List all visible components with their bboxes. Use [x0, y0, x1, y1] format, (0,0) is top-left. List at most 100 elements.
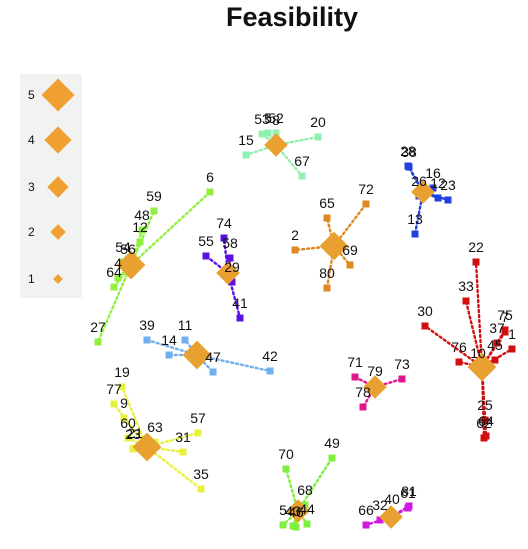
data-point-1 — [508, 345, 516, 353]
point-label-66: 66 — [358, 502, 374, 518]
data-point-13 — [411, 230, 419, 238]
point-label-29: 29 — [224, 259, 240, 275]
point-label-25: 25 — [477, 397, 493, 413]
point-label-12: 12 — [430, 175, 446, 191]
legend-label-3: 3 — [28, 180, 35, 194]
data-point-47 — [209, 368, 217, 376]
point-label-2: 2 — [291, 227, 299, 243]
point-label-23: 23 — [125, 426, 141, 442]
connector-line — [474, 260, 484, 369]
data-point-37 — [493, 339, 501, 347]
point-label-40: 40 — [384, 491, 400, 507]
point-label-12: 12 — [132, 219, 148, 235]
data-point-53 — [258, 130, 266, 138]
data-point-78 — [359, 403, 367, 411]
data-point-55 — [202, 252, 210, 260]
point-label-81: 81 — [401, 483, 417, 499]
centroid-marker — [132, 432, 162, 462]
point-label-42: 42 — [262, 348, 278, 364]
data-point-66 — [362, 521, 370, 529]
point-label-11: 11 — [178, 317, 193, 333]
legend-marker-3 — [47, 176, 69, 198]
point-label-46: 46 — [288, 504, 304, 520]
cluster-3: 65 72 2 69 80 — [291, 181, 374, 292]
point-label-28: 28 — [400, 143, 416, 159]
point-label-30: 30 — [417, 303, 433, 319]
point-label-62: 62 — [476, 415, 492, 431]
connector-line — [423, 324, 484, 369]
point-label-70: 70 — [278, 446, 294, 462]
point-label-9: 9 — [120, 395, 128, 411]
point-label-61: 61 — [400, 485, 416, 501]
point-label-63: 63 — [147, 419, 163, 435]
data-point-60 — [124, 434, 132, 442]
legend-label-1: 1 — [28, 272, 35, 286]
data-point-5 — [264, 129, 272, 137]
point-label-22: 22 — [468, 239, 484, 255]
point-label-54: 54 — [115, 239, 131, 255]
point-label-8: 8 — [272, 112, 280, 128]
legend-label-4: 4 — [28, 133, 35, 147]
data-point-2 — [291, 246, 299, 254]
legend-marker-4 — [44, 126, 72, 154]
point-label-31: 31 — [175, 429, 191, 445]
point-label-72: 72 — [358, 181, 374, 197]
data-point-70 — [282, 465, 290, 473]
data-point-69 — [346, 261, 354, 269]
data-point-73 — [398, 375, 406, 383]
point-label-7: 7 — [501, 309, 509, 325]
centroid-marker — [363, 375, 387, 399]
data-point-46 — [292, 523, 300, 531]
point-label-49: 49 — [324, 435, 340, 451]
centroid-marker — [411, 180, 435, 204]
point-label-55: 55 — [198, 233, 214, 249]
point-label-52: 52 — [268, 110, 284, 126]
size-legend: 5 4 3 2 1 — [20, 74, 82, 298]
data-point-67 — [298, 172, 306, 180]
data-point-49 — [328, 454, 336, 462]
data-point-35 — [197, 485, 205, 493]
data-point-12 — [434, 194, 442, 202]
data-point-64 — [110, 283, 118, 291]
legend-marker-1 — [53, 274, 63, 284]
legend-label-5: 5 — [28, 88, 35, 102]
point-label-59: 59 — [146, 188, 162, 204]
data-point-29 — [228, 278, 236, 286]
connector-line — [129, 190, 212, 267]
point-label-35: 35 — [193, 466, 209, 482]
point-label-5: 5 — [264, 110, 272, 126]
data-point-57 — [194, 429, 202, 437]
connector-line — [195, 353, 272, 373]
point-label-37: 37 — [489, 320, 505, 336]
data-point-15 — [242, 151, 250, 159]
data-point-65 — [323, 214, 331, 222]
centroid-marker — [286, 499, 310, 523]
point-label-13: 13 — [407, 211, 423, 227]
data-point-58 — [226, 254, 234, 262]
point-label-14: 14 — [161, 332, 177, 348]
point-label-27: 27 — [90, 319, 106, 335]
data-point-23 — [444, 196, 452, 204]
data-point-25 — [481, 416, 489, 424]
connector-line — [96, 263, 133, 344]
point-label-44: 44 — [299, 501, 315, 517]
data-point-11 — [181, 336, 189, 344]
data-point-81 — [405, 502, 413, 510]
data-point-64 — [482, 432, 490, 440]
data-point-19 — [118, 383, 126, 391]
data-point-45 — [491, 356, 499, 364]
data-point-72 — [362, 200, 370, 208]
point-label-20: 20 — [310, 114, 326, 130]
point-label-21: 21 — [127, 425, 143, 441]
point-label-43: 43 — [285, 503, 301, 519]
data-point-27 — [94, 338, 102, 346]
point-label-16: 16 — [425, 165, 441, 181]
